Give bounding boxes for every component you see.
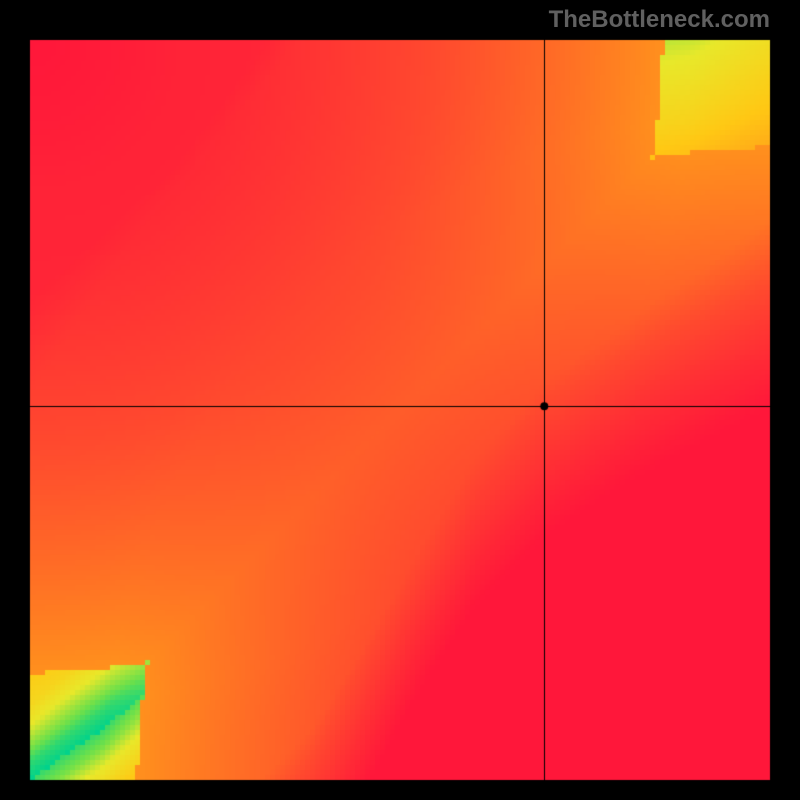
heatmap-canvas bbox=[0, 0, 800, 800]
chart-container: TheBottleneck.com bbox=[0, 0, 800, 800]
watermark-text: TheBottleneck.com bbox=[549, 6, 770, 34]
